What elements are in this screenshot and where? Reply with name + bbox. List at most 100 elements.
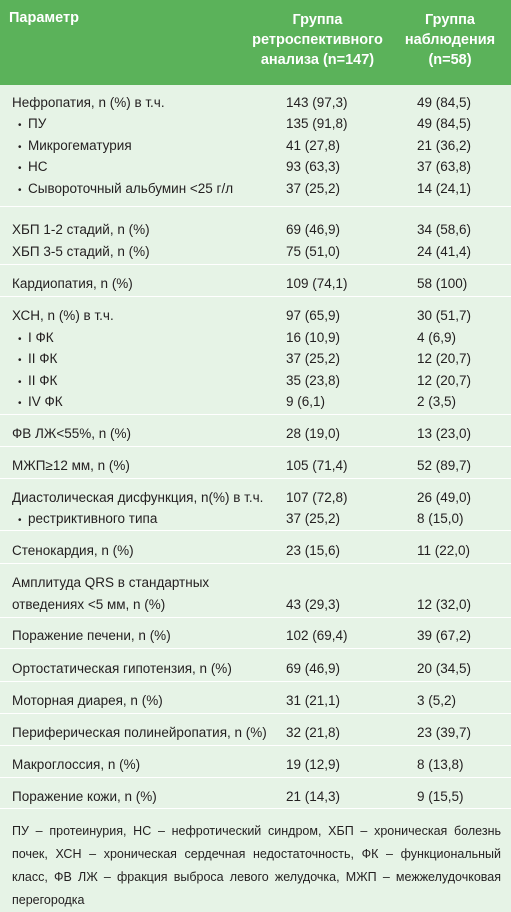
bullet-icon: • (18, 163, 22, 174)
row-label: Ортостатическая гипотензия, n (%) (12, 658, 232, 680)
row-label: • НС (18, 156, 48, 180)
retrospective-value: 19 (12,9) (286, 757, 341, 772)
row-label-text: Поражение кожи, n (%) (12, 789, 157, 804)
table-row: • Микрогематурия 41 (27,8) 21 (36,2) (0, 135, 511, 157)
table-row: Диастолическая дисфункция, n(%) в т.ч. 10… (0, 487, 511, 509)
footnote: ПУ – протеинурия, НС – нефротический син… (12, 824, 501, 907)
row-label: ХБП 1-2 стадий, n (%) (12, 219, 150, 241)
header-parameter: Параметр (9, 10, 79, 26)
retrospective-value: 105 (71,4) (286, 458, 348, 473)
table-row: • II ФК 37 (25,2) 12 (20,7) (0, 348, 511, 370)
row-label-text: Микрогематурия (28, 138, 132, 153)
row-label-text: МЖП≥12 мм, n (%) (12, 458, 130, 473)
observation-value: 12 (20,7) (417, 373, 472, 388)
observation-value: 52 (89,7) (417, 458, 472, 473)
table-row: • рестриктивного типа 37 (25,2) 8 (15,0) (0, 508, 511, 530)
row-separator (0, 808, 511, 809)
table-row: отведениях <5 мм, n (%) 43 (29,3) 12 (32,0… (0, 594, 511, 616)
row-separator (0, 713, 511, 714)
bullet-icon: • (18, 377, 22, 388)
observation-value: 8 (15,0) (417, 511, 464, 526)
observation-value: 37 (63,8) (417, 159, 472, 174)
header-obs-line: Группа (425, 12, 475, 28)
row-label-text: Сывороточный альбумин <25 г/л (28, 181, 234, 196)
row-separator (0, 530, 511, 531)
header-observation-group: Группа наблюдения (n=58) (397, 10, 503, 70)
row-label-text: ХБП 3-5 стадий, n (%) (12, 244, 150, 259)
row-label-text: Макроглоссия, n (%) (12, 757, 141, 772)
row-label-text: НС (28, 159, 48, 174)
row-label-text: Ортостатическая гипотензия, n (%) (12, 661, 232, 676)
observation-value: 2 (3,5) (417, 394, 457, 409)
row-label: МЖП≥12 мм, n (%) (12, 455, 130, 477)
retrospective-value: 37 (25,2) (286, 511, 341, 526)
retrospective-value: 143 (97,3) (286, 95, 348, 110)
observation-value: 8 (13,8) (417, 757, 464, 772)
retrospective-value: 43 (29,3) (286, 597, 341, 612)
row-separator (0, 296, 511, 297)
table-row: • ПУ 135 (91,8) 49 (84,5) (0, 113, 511, 135)
row-label: Поражение печени, n (%) (12, 625, 171, 647)
row-label: • II ФК (18, 370, 57, 394)
table-row: • I ФК 16 (10,9) 4 (6,9) (0, 327, 511, 349)
header-obs-line: (n=58) (428, 52, 472, 68)
table-row: Моторная диарея, n (%) 31 (21,1) 3 (5,2) (0, 690, 511, 712)
retrospective-value: 23 (15,6) (286, 543, 341, 558)
observation-value: 4 (6,9) (417, 330, 457, 345)
observation-value: 14 (24,1) (417, 181, 472, 196)
row-label: ХСН, n (%) в т.ч. (12, 305, 114, 327)
observation-value: 49 (84,5) (417, 95, 472, 110)
header-retro-line: анализа (n=147) (260, 52, 375, 68)
retrospective-value: 97 (65,9) (286, 308, 341, 323)
table-row: Поражение печени, n (%) 102 (69,4) 39 (67,… (0, 625, 511, 647)
retrospective-value: 93 (63,3) (286, 159, 341, 174)
row-label: ХБП 3-5 стадий, n (%) (12, 241, 150, 263)
observation-value: 58 (100) (417, 276, 468, 291)
row-label-text: Моторная диарея, n (%) (12, 693, 163, 708)
table-row: Макроглоссия, n (%) 19 (12,9) 8 (13,8) (0, 754, 511, 776)
retrospective-value: 102 (69,4) (286, 628, 348, 643)
row-label-text: Амплитуда QRS в стандартных (12, 575, 210, 590)
table-row: МЖП≥12 мм, n (%) 105 (71,4) 52 (89,7) (0, 455, 511, 477)
row-separator (0, 617, 511, 618)
table-row: • НС 93 (63,3) 37 (63,8) (0, 156, 511, 178)
row-label: Моторная диарея, n (%) (12, 690, 163, 712)
retrospective-value: 107 (72,8) (286, 490, 348, 505)
row-label: • I ФК (18, 327, 54, 351)
row-label: • Сывороточный альбумин <25 г/л (18, 178, 233, 202)
header-retro-line: ретроспективного (252, 32, 383, 48)
row-separator (0, 563, 511, 564)
row-separator (0, 681, 511, 682)
row-label: ФВ ЛЖ<55%, n (%) (12, 423, 131, 445)
table-row: ХБП 3-5 стадий, n (%) 75 (51,0) 24 (41,4) (0, 241, 511, 263)
observation-value: 12 (20,7) (417, 351, 472, 366)
row-label-text: ХБП 1-2 стадий, n (%) (12, 222, 150, 237)
header-retro-line: Группа (292, 12, 343, 28)
observation-value: 24 (41,4) (417, 244, 472, 259)
row-label: • IV ФК (18, 391, 63, 415)
table-row: Кардиопатия, n (%) 109 (74,1) 58 (100) (0, 273, 511, 295)
row-label-text: отведениях <5 мм, n (%) (12, 597, 166, 612)
table-row: Амплитуда QRS в стандартных (0, 572, 511, 594)
retrospective-value: 41 (27,8) (286, 138, 341, 153)
row-label-text: ХСН, n (%) в т.ч. (12, 308, 114, 323)
table-row: ХБП 1-2 стадий, n (%) 69 (46,9) 34 (58,6) (0, 219, 511, 241)
bullet-icon: • (18, 185, 22, 196)
retrospective-value: 32 (21,8) (286, 725, 341, 740)
retrospective-value: 69 (46,9) (286, 661, 341, 676)
row-label-text: Нефропатия, n (%) в т.ч. (12, 95, 165, 110)
retrospective-value: 9 (6,1) (286, 394, 326, 409)
retrospective-value: 31 (21,1) (286, 693, 341, 708)
table-row: Периферическая полинейропатия, n (%) 32 (… (0, 722, 511, 744)
retrospective-value: 37 (25,2) (286, 181, 341, 196)
row-label-text: ПУ (28, 116, 47, 131)
row-label: Диастолическая дисфункция, n(%) в т.ч. (12, 487, 263, 509)
row-label: • II ФК (18, 348, 57, 372)
table-row: Ортостатическая гипотензия, n (%) 69 (46,… (0, 658, 511, 680)
row-label: Периферическая полинейропатия, n (%) (12, 722, 267, 744)
retrospective-value: 109 (74,1) (286, 276, 348, 291)
retrospective-value: 37 (25,2) (286, 351, 341, 366)
row-label: Амплитуда QRS в стандартных (12, 572, 209, 594)
observation-value: 34 (58,6) (417, 222, 472, 237)
